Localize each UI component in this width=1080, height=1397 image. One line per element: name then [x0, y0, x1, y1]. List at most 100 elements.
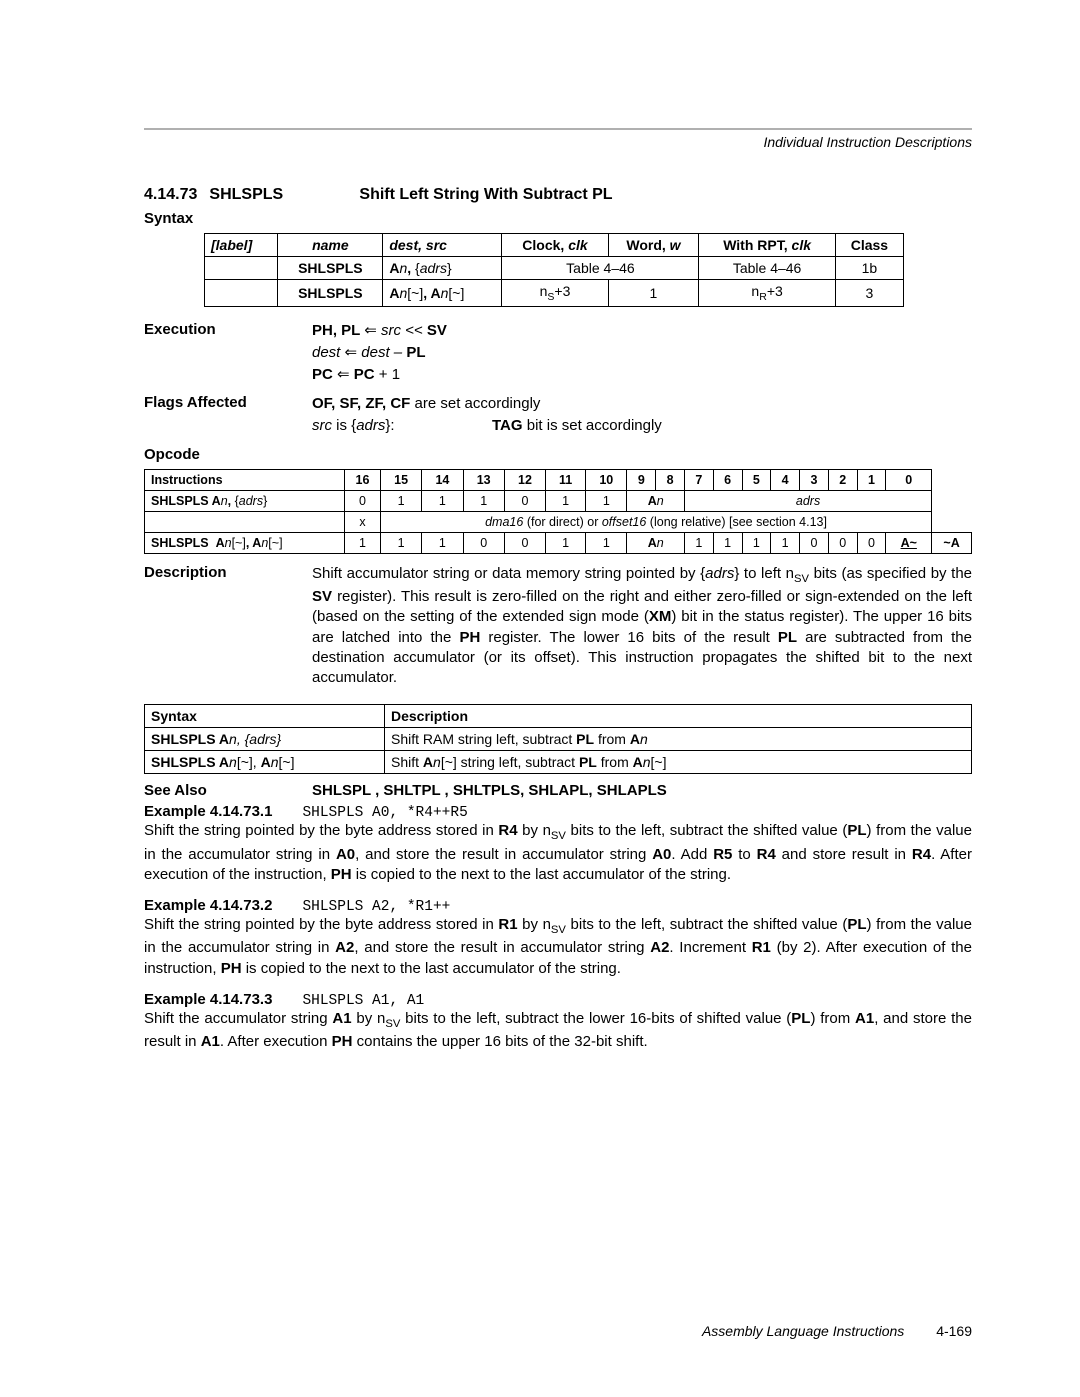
table-row: [label] name dest, src Clock, clk Word, …	[205, 234, 904, 257]
table-row: SHLSPLS An, {adrs} 0 1 1 1 0 1 1 An adrs	[145, 491, 972, 512]
txt: [~]	[279, 754, 295, 770]
example-block: Example 4.14.73.2SHLSPLS A2, *R1++Shift …	[144, 897, 972, 979]
bit: 8	[656, 470, 685, 491]
txt: is {	[332, 417, 356, 434]
cell: Shift An[~] string left, subtract PL fro…	[385, 751, 972, 774]
flags-body: OF, SF, ZF, CF are set accordingly src i…	[312, 394, 972, 439]
cell: SHLSPLS	[278, 280, 383, 307]
txt: PH	[459, 629, 480, 646]
cell: 1	[684, 533, 713, 554]
cell: 1	[546, 533, 586, 554]
table-row: SHLSPLS An[~], An[~] nS+3 1 nR+3 3	[205, 280, 904, 307]
txt: register. The lower 16 bits of the resul…	[480, 629, 778, 646]
txt: PH, PL	[312, 322, 364, 339]
page: Individual Instruction Descriptions 4.14…	[0, 0, 1080, 1104]
example-code: SHLSPLS A0, *R4++R5	[302, 805, 467, 821]
flags-row: Flags Affected OF, SF, ZF, CF are set ac…	[144, 394, 972, 439]
txt: bits (as specified by the	[809, 565, 972, 582]
col-rpt: With RPT, clk	[699, 234, 835, 257]
execution-line: dest dest – PL	[312, 343, 972, 363]
txt: } to left n	[734, 565, 794, 582]
txt: n	[229, 754, 237, 770]
txt: are set accordingly	[410, 395, 540, 412]
bit: 16	[345, 470, 381, 491]
txt: n,	[229, 731, 241, 747]
cell: An, {adrs}	[383, 257, 502, 280]
bit: 10	[586, 470, 627, 491]
cell: dma16 (for direct) or offset16 (long rel…	[380, 512, 931, 533]
table-row: SHLSPLS An[~], An[~] 1 1 1 0 0 1 1 An 1 …	[145, 533, 972, 554]
example-body: Shift the string pointed by the byte add…	[144, 821, 972, 885]
rpt-clk-label: clk	[792, 237, 811, 253]
txt: SHLSPLS A	[151, 754, 229, 770]
example-body: Shift the accumulator string A1 by nSV b…	[144, 1009, 972, 1052]
table-row: SHLSPLS An, {adrs} Table 4–46 Table 4–46…	[205, 257, 904, 280]
cell: 0	[857, 533, 886, 554]
txt: + 1	[375, 366, 400, 383]
flags-line: OF, SF, ZF, CF are set accordingly	[312, 394, 972, 414]
txt: SHLSPLS A	[151, 731, 229, 747]
cell: SHLSPLS An, {adrs}	[145, 491, 345, 512]
example-head: Example 4.14.73.2SHLSPLS A2, *R1++	[144, 897, 972, 915]
title-mnemonic: SHLSPLS	[209, 186, 359, 204]
execution-body: PH, PL src << SV dest dest – PL PC PC + …	[312, 321, 972, 388]
execution-line: PH, PL src << SV	[312, 321, 972, 341]
bit: 2	[828, 470, 857, 491]
example-head: Example 4.14.73.1SHLSPLS A0, *R4++R5	[144, 803, 972, 821]
txt: PL	[778, 629, 797, 646]
cell: 3	[835, 280, 903, 307]
txt: offset16	[602, 515, 646, 529]
txt: dest –	[361, 344, 406, 361]
cell: 0	[828, 533, 857, 554]
txt: PC	[354, 366, 375, 383]
cell: A~	[886, 533, 932, 554]
txt: A~	[901, 536, 917, 550]
txt: from	[594, 731, 630, 747]
txt: [~] string left, subtract	[441, 754, 579, 770]
bit: 9	[627, 470, 656, 491]
txt: (for direct) or	[523, 515, 602, 529]
txt: A	[630, 731, 640, 747]
description-label: Description	[144, 564, 312, 698]
cell: SHLSPLS An[~], An[~]	[145, 533, 345, 554]
cell: SHLSPLS An, {adrs}	[145, 728, 385, 751]
txt: A	[423, 754, 433, 770]
txt: SV	[427, 322, 447, 339]
syntax-heading: Syntax	[144, 210, 972, 227]
example-head: Example 4.14.73.3SHLSPLS A1, A1	[144, 991, 972, 1009]
txt: bit is set accordingly	[523, 417, 662, 434]
cell: 0	[504, 533, 545, 554]
cell: 0	[504, 491, 545, 512]
txt: {adrs}	[241, 731, 281, 747]
see-also: See Also SHLSPL , SHLTPL , SHLTPLS, SHLA…	[144, 782, 972, 799]
table-row: Syntax Description	[145, 705, 972, 728]
txt: dma16	[485, 515, 523, 529]
bit: 12	[504, 470, 545, 491]
page-footer: Assembly Language Instructions 4-169	[702, 1323, 972, 1339]
cell: 1	[546, 491, 586, 512]
txt: n	[433, 754, 441, 770]
cell	[205, 280, 278, 307]
example-code: SHLSPLS A1, A1	[302, 993, 424, 1009]
flags-left: src is {adrs}:	[312, 416, 492, 436]
cell	[205, 257, 278, 280]
example-code: SHLSPLS A2, *R1++	[302, 899, 450, 915]
table-row: x dma16 (for direct) or offset16 (long r…	[145, 512, 972, 533]
txt: A	[633, 754, 643, 770]
cell: 1	[422, 491, 463, 512]
cell: nR+3	[699, 280, 835, 307]
instruction-title: 4.14.73 SHLSPLS Shift Left String With S…	[144, 186, 972, 204]
bit: 0	[886, 470, 932, 491]
cell: An	[627, 491, 685, 512]
txt: ~A	[943, 536, 959, 550]
txt: from	[597, 754, 633, 770]
bit: 13	[463, 470, 504, 491]
txt: PL	[579, 754, 597, 770]
example-block: Example 4.14.73.1SHLSPLS A0, *R4++R5Shif…	[144, 803, 972, 885]
txt: Shift RAM string left, subtract	[391, 731, 576, 747]
cell: Table 4–46	[502, 257, 699, 280]
cell: An	[627, 533, 685, 554]
cell: 1	[608, 280, 699, 307]
txt: src	[312, 417, 332, 434]
description-body: Shift accumulator string or data memory …	[312, 564, 972, 688]
